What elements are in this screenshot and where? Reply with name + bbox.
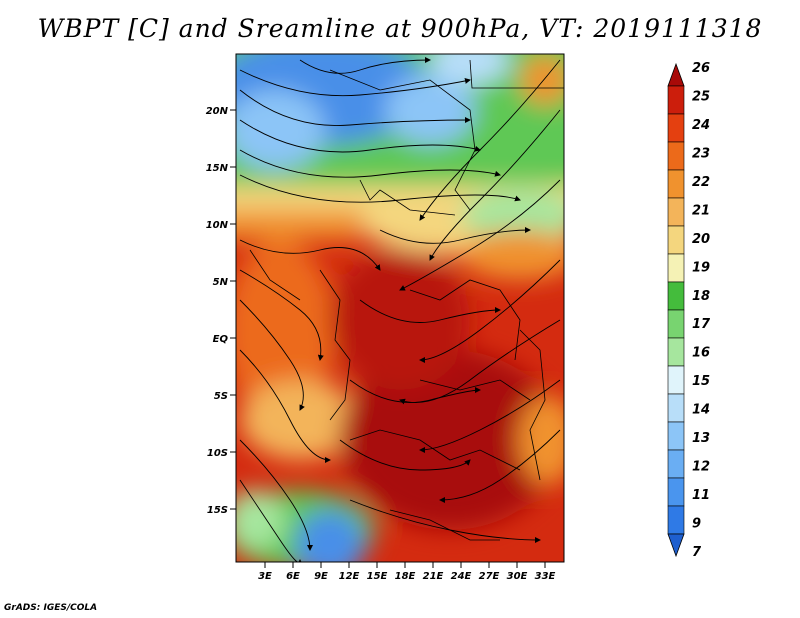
lat-label-eq: EQ <box>213 334 229 345</box>
colorbar-label: 17 <box>692 317 711 332</box>
colorbar-box <box>667 225 685 255</box>
lon-label-9e: 9E <box>314 571 328 582</box>
colorbar-box <box>667 169 685 199</box>
lon-label-12e: 12E <box>339 571 360 582</box>
colorbar-box <box>667 421 685 451</box>
colorbar-label: 21 <box>692 203 710 218</box>
lon-label-6e: 6E <box>286 571 300 582</box>
colorbar-label: 9 <box>692 517 701 532</box>
colorbar-label: 26 <box>692 61 710 76</box>
lat-label-10n: 10N <box>206 220 229 231</box>
map-frame <box>235 53 565 563</box>
colorbar-box <box>667 477 685 507</box>
lat-label-10s: 10S <box>207 448 228 459</box>
latitude-axis: 20N 15N 10N 5N EQ 5S 10S 15S <box>206 106 236 516</box>
lat-label-15n: 15N <box>206 163 229 174</box>
colorbar-box <box>667 337 685 367</box>
colorbar-box <box>667 393 685 423</box>
colorbar-tip-bottom <box>667 533 685 558</box>
lat-label-15s: 15S <box>207 505 228 516</box>
colorbar: 26 25 24 23 22 21 20 19 18 17 16 15 14 13 12 11 9 7 <box>667 61 711 560</box>
lat-label-20n: 20N <box>206 106 229 117</box>
lon-label-15e: 15E <box>367 571 388 582</box>
colorbar-label: 15 <box>692 374 710 389</box>
grads-credit: GrADS: IGES/COLA <box>4 603 98 613</box>
lon-label-24e: 24E <box>451 571 472 582</box>
colorbar-label: 13 <box>692 431 710 446</box>
colorbar-box <box>667 113 685 143</box>
lat-label-5s: 5S <box>214 391 228 402</box>
colorbar-label: 19 <box>692 260 710 275</box>
colorbar-label: 25 <box>692 89 710 104</box>
colorbar-box <box>667 365 685 395</box>
colorbar-box <box>667 505 685 535</box>
colorbar-tip-top <box>667 62 685 87</box>
colorbar-label: 11 <box>692 488 710 503</box>
colorbar-box <box>667 309 685 339</box>
plot-title: WBPT [C] and Sreamline at 900hPa, VT: 20… <box>37 14 763 43</box>
colorbar-box <box>667 281 685 311</box>
colorbar-box <box>667 197 685 227</box>
longitude-axis: 3E 6E 9E 12E 15E 18E 21E 24E 27E 30E 33E <box>258 562 556 582</box>
lon-label-30e: 30E <box>507 571 528 582</box>
colorbar-label: 14 <box>692 403 710 418</box>
colorbar-label: 22 <box>692 175 710 190</box>
lon-label-21e: 21E <box>423 571 444 582</box>
colorbar-label: 18 <box>692 289 710 304</box>
colorbar-label: 20 <box>692 232 710 247</box>
lon-label-33e: 33E <box>535 571 556 582</box>
lon-label-3e: 3E <box>258 571 272 582</box>
colorbar-label: 24 <box>692 118 710 133</box>
wbpt-field <box>236 54 564 562</box>
colorbar-box <box>667 253 685 283</box>
country-borders <box>249 59 564 541</box>
colorbar-label: 23 <box>692 146 710 161</box>
lon-label-27e: 27E <box>479 571 500 582</box>
colorbar-box <box>667 449 685 479</box>
colorbar-label: 12 <box>692 460 710 475</box>
lat-label-5n: 5N <box>213 277 229 288</box>
colorbar-box <box>667 141 685 171</box>
colorbar-label: 7 <box>692 545 702 560</box>
lon-label-18e: 18E <box>395 571 416 582</box>
colorbar-label: 16 <box>692 346 710 361</box>
colorbar-box <box>667 85 685 115</box>
